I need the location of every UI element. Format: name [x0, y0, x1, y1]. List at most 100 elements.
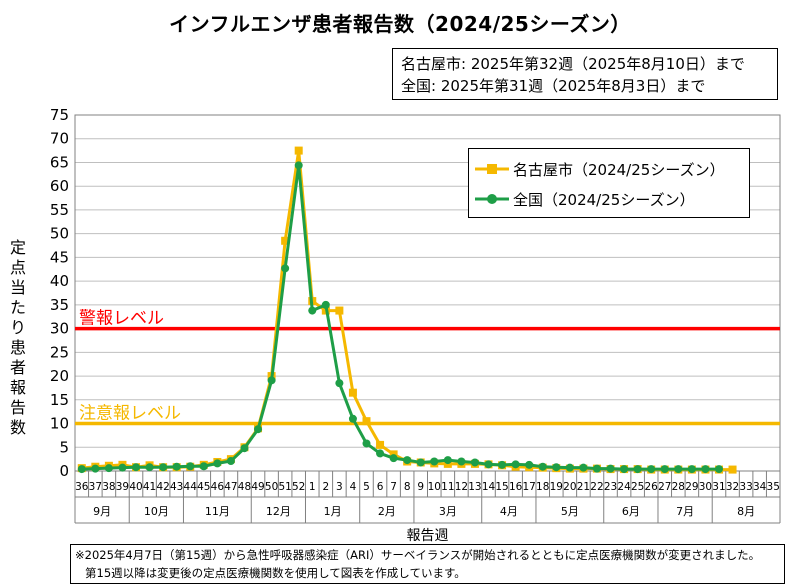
data-point-national — [213, 459, 222, 468]
x-tick-label: 19 — [550, 481, 563, 493]
y-tick-label: 30 — [50, 320, 69, 338]
data-point-national — [579, 463, 588, 472]
x-tick-label: 11 — [441, 481, 454, 493]
month-label: 3月 — [439, 505, 457, 518]
x-axis-label: 報告週 — [407, 528, 449, 544]
x-tick-label: 29 — [685, 481, 698, 493]
x-tick-label: 36 — [75, 481, 89, 493]
data-point-national — [552, 463, 561, 472]
y-tick-label: 35 — [50, 296, 69, 314]
data-point-national — [321, 300, 330, 309]
x-tick-label: 14 — [482, 481, 496, 493]
x-tick-label: 13 — [468, 481, 481, 493]
x-tick-label: 34 — [753, 481, 767, 493]
data-point-national — [620, 465, 629, 474]
data-period-box: 名古屋市: 2025年第32週（2025年8月10日）まで 全国: 2025年第… — [392, 48, 778, 100]
month-label: 2月 — [378, 505, 396, 518]
data-point-national — [294, 161, 303, 170]
month-label: 4月 — [500, 505, 518, 518]
data-point-national — [687, 465, 696, 474]
data-point-national — [335, 379, 344, 388]
x-tick-label: 10 — [428, 481, 441, 493]
x-tick-label: 12 — [455, 481, 468, 493]
x-tick-label: 37 — [89, 481, 102, 493]
month-label: 9月 — [93, 505, 111, 518]
month-label: 1月 — [324, 505, 342, 518]
data-point-national — [525, 460, 534, 469]
data-point-national — [145, 463, 154, 472]
legend-label-nagoya: 名古屋市（2024/25シーズン） — [513, 160, 725, 179]
y-tick-label: 45 — [50, 248, 69, 266]
footnote-line-2: 第15週以降は変更後の定点医療機関数を使用して図表を作成しています。 — [85, 566, 466, 580]
y-tick-label: 10 — [50, 415, 69, 433]
x-tick-label: 7 — [390, 481, 397, 493]
data-point-nagoya — [362, 417, 371, 426]
y-tick-label: 65 — [50, 153, 69, 171]
data-point-national — [511, 460, 520, 469]
x-tick-label: 41 — [143, 481, 156, 493]
data-point-nagoya — [335, 306, 344, 315]
y-tick-label: 25 — [50, 343, 69, 361]
x-tick-label: 43 — [170, 481, 183, 493]
y-tick-label: 75 — [50, 106, 69, 124]
data-point-national — [118, 463, 127, 472]
month-label: 10月 — [144, 505, 169, 518]
x-tick-label: 18 — [536, 481, 549, 493]
x-tick-label: 47 — [224, 481, 237, 493]
warning-level-label: 警報レベル — [79, 309, 164, 329]
data-point-national — [660, 465, 669, 474]
data-point-national — [267, 376, 276, 385]
data-point-national — [714, 465, 723, 474]
data-point-national — [647, 465, 656, 474]
data-point-national — [348, 414, 357, 423]
data-point-nagoya — [294, 146, 303, 155]
data-point-nagoya — [728, 465, 737, 474]
data-point-national — [91, 464, 100, 473]
y-axis-label: 定点当たり患者報告数 — [9, 238, 26, 437]
month-label: 5月 — [561, 505, 579, 518]
info-line-national: 全国: 2025年第31週（2025年8月3日）まで — [401, 77, 706, 95]
data-point-national — [538, 462, 547, 471]
month-label: 12月 — [266, 505, 291, 518]
footnote-box: ※2025年4月7日（第15週）から急性呼吸器感染症（ARI）サーベイランスが開… — [70, 544, 785, 584]
data-point-national — [77, 465, 86, 474]
x-tick-label: 27 — [658, 481, 671, 493]
x-tick-label: 45 — [197, 481, 210, 493]
data-point-national — [172, 462, 181, 471]
x-tick-label: 32 — [726, 481, 739, 493]
x-tick-label: 38 — [102, 481, 115, 493]
x-tick-label: 6 — [377, 481, 384, 493]
data-point-national — [389, 454, 398, 463]
chart-title: インフルエンザ患者報告数（2024/25シーズン） — [169, 12, 631, 36]
data-point-national — [376, 449, 385, 458]
data-point-nagoya — [376, 440, 385, 449]
legend-marker-square-icon — [475, 164, 509, 174]
x-tick-label: 4 — [350, 481, 357, 493]
data-point-national — [633, 465, 642, 474]
x-tick-label: 5 — [363, 481, 370, 493]
data-point-national — [606, 464, 615, 473]
data-point-national — [484, 460, 493, 469]
y-tick-label: 55 — [50, 201, 69, 219]
data-point-national — [416, 458, 425, 467]
y-tick-label: 0 — [59, 462, 69, 480]
legend-item-nagoya: 名古屋市（2024/25シーズン） — [475, 157, 725, 181]
data-point-national — [403, 456, 412, 465]
x-tick-label: 46 — [211, 481, 225, 493]
data-point-national — [159, 463, 168, 472]
x-tick-label: 1 — [309, 481, 316, 493]
data-point-national — [592, 464, 601, 473]
data-point-national — [443, 456, 452, 465]
data-point-national — [132, 463, 141, 472]
x-tick-label: 40 — [129, 481, 142, 493]
legend-label-national: 全国（2024/25シーズン） — [513, 190, 695, 209]
x-tick-label: 49 — [251, 481, 264, 493]
x-tick-label: 15 — [495, 481, 508, 493]
x-tick-label: 22 — [590, 481, 603, 493]
month-label: 6月 — [622, 505, 640, 518]
x-tick-label: 31 — [712, 481, 725, 493]
data-point-national — [281, 264, 290, 273]
y-tick-label: 70 — [50, 130, 69, 148]
x-tick-label: 28 — [672, 481, 685, 493]
x-tick-label: 42 — [156, 481, 169, 493]
